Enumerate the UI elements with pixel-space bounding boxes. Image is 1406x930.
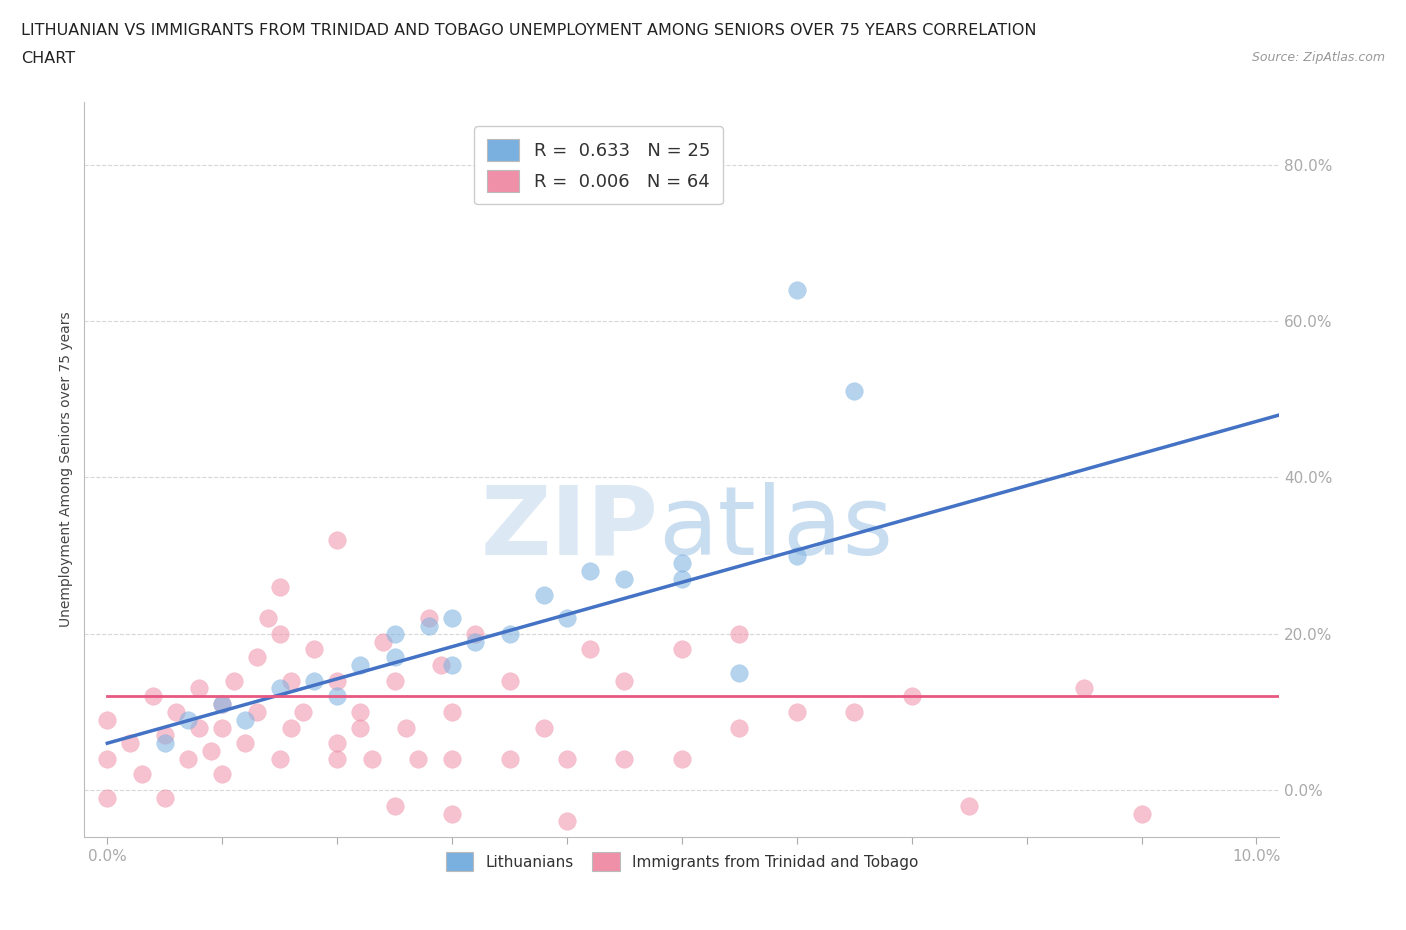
Point: [406, 751, 429, 766]
Point: [498, 673, 520, 688]
Point: [326, 689, 349, 704]
Point: [211, 697, 233, 711]
Point: [1130, 806, 1153, 821]
Text: Source: ZipAtlas.com: Source: ZipAtlas.com: [1251, 51, 1385, 64]
Point: [613, 572, 636, 587]
Point: [153, 790, 176, 805]
Point: [280, 720, 302, 735]
Point: [555, 751, 578, 766]
Point: [957, 798, 980, 813]
Point: [349, 705, 371, 720]
Point: [533, 720, 555, 735]
Point: [120, 736, 142, 751]
Point: [418, 618, 440, 633]
Point: [786, 705, 808, 720]
Point: [349, 658, 371, 672]
Point: [131, 767, 153, 782]
Point: [280, 673, 302, 688]
Point: [153, 728, 176, 743]
Point: [464, 634, 486, 649]
Point: [555, 814, 578, 829]
Point: [326, 736, 349, 751]
Point: [211, 720, 233, 735]
Point: [291, 705, 314, 720]
Point: [269, 751, 291, 766]
Point: [349, 720, 371, 735]
Point: [728, 720, 751, 735]
Point: [418, 611, 440, 626]
Point: [441, 705, 464, 720]
Point: [786, 548, 808, 563]
Point: [533, 587, 555, 602]
Point: [728, 626, 751, 641]
Point: [728, 666, 751, 681]
Point: [233, 712, 256, 727]
Point: [257, 611, 280, 626]
Point: [384, 650, 406, 665]
Point: [613, 673, 636, 688]
Point: [441, 751, 464, 766]
Point: [200, 744, 222, 759]
Point: [269, 681, 291, 696]
Point: [165, 705, 187, 720]
Point: [269, 626, 291, 641]
Point: [96, 790, 118, 805]
Point: [671, 556, 693, 571]
Y-axis label: Unemployment Among Seniors over 75 years: Unemployment Among Seniors over 75 years: [59, 312, 73, 628]
Point: [1073, 681, 1095, 696]
Point: [429, 658, 451, 672]
Point: [395, 720, 418, 735]
Point: [326, 533, 349, 548]
Point: [441, 658, 464, 672]
Text: LITHUANIAN VS IMMIGRANTS FROM TRINIDAD AND TOBAGO UNEMPLOYMENT AMONG SENIORS OVE: LITHUANIAN VS IMMIGRANTS FROM TRINIDAD A…: [21, 23, 1036, 38]
Point: [360, 751, 382, 766]
Point: [844, 705, 866, 720]
Text: atlas: atlas: [658, 482, 893, 575]
Point: [555, 611, 578, 626]
Point: [579, 564, 602, 578]
Text: CHART: CHART: [21, 51, 75, 66]
Point: [579, 642, 602, 657]
Point: [671, 751, 693, 766]
Point: [302, 673, 325, 688]
Point: [269, 579, 291, 594]
Point: [498, 751, 520, 766]
Text: ZIP: ZIP: [479, 482, 658, 575]
Legend: Lithuanians, Immigrants from Trinidad and Tobago: Lithuanians, Immigrants from Trinidad an…: [440, 846, 924, 877]
Point: [326, 673, 349, 688]
Point: [373, 634, 395, 649]
Point: [613, 751, 636, 766]
Point: [142, 689, 165, 704]
Point: [671, 572, 693, 587]
Point: [246, 650, 269, 665]
Point: [233, 736, 256, 751]
Point: [302, 642, 325, 657]
Point: [177, 712, 200, 727]
Point: [222, 673, 245, 688]
Point: [211, 767, 233, 782]
Point: [96, 751, 118, 766]
Point: [384, 626, 406, 641]
Point: [177, 751, 200, 766]
Point: [384, 673, 406, 688]
Point: [96, 712, 118, 727]
Point: [153, 736, 176, 751]
Point: [786, 283, 808, 298]
Point: [211, 697, 233, 711]
Point: [326, 751, 349, 766]
Point: [900, 689, 922, 704]
Point: [188, 681, 211, 696]
Point: [441, 611, 464, 626]
Point: [464, 626, 486, 641]
Point: [188, 720, 211, 735]
Point: [498, 626, 520, 641]
Point: [384, 798, 406, 813]
Point: [671, 642, 693, 657]
Point: [441, 806, 464, 821]
Point: [844, 384, 866, 399]
Point: [246, 705, 269, 720]
